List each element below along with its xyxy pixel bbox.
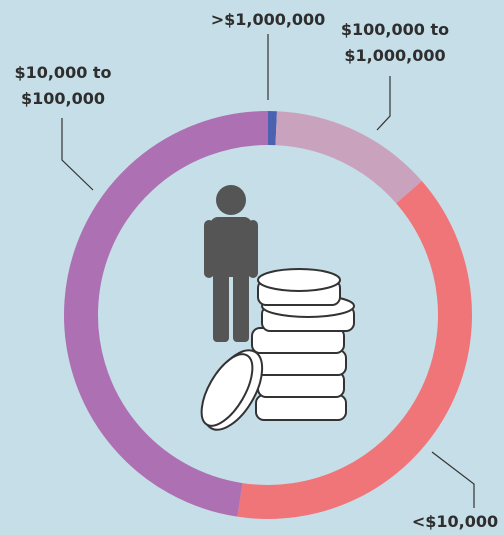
- leader-line: [376, 76, 391, 131]
- donut-segment: [64, 111, 269, 517]
- person-icon: [204, 185, 258, 342]
- leader-line: [61, 118, 94, 191]
- coins-icon: [200, 268, 355, 431]
- segment-label: $10,000 to $100,000: [14, 63, 112, 108]
- donut-segment: [275, 111, 422, 204]
- segment-label: $100,000 to $1,000,000: [340, 20, 450, 65]
- donut: [64, 111, 472, 519]
- leader-line: [431, 451, 475, 508]
- leader-lines: [61, 34, 475, 508]
- segment-label: <$10,000: [411, 512, 499, 531]
- donut-segment: [237, 181, 472, 519]
- segment-label: >$1,000,000: [210, 10, 326, 29]
